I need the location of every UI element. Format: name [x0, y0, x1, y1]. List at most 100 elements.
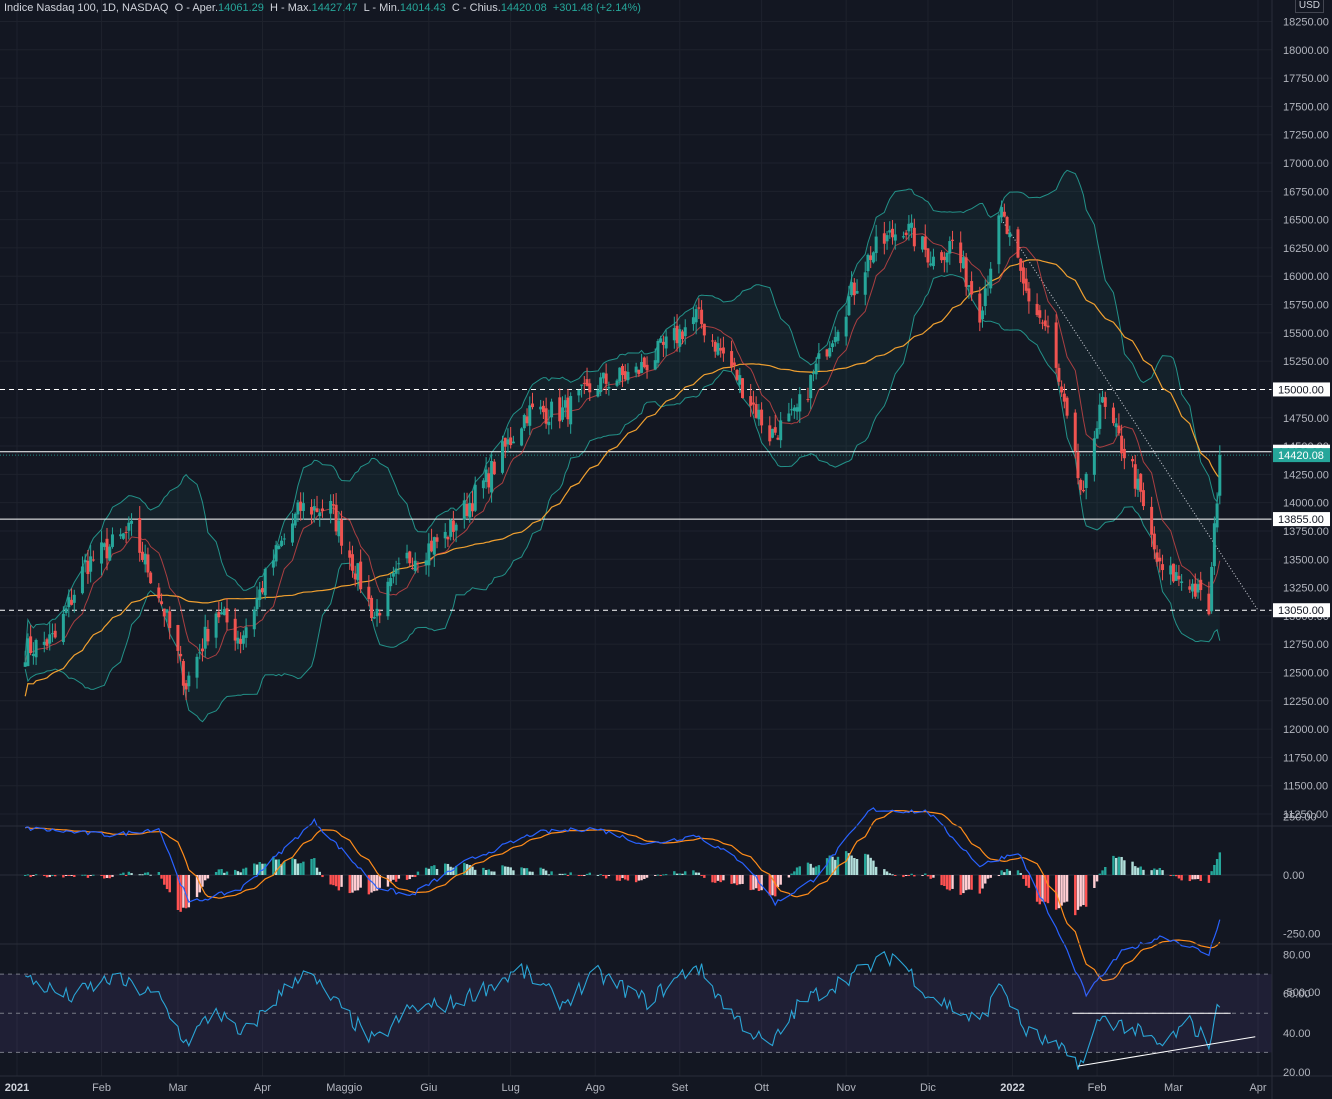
candle-body[interactable]	[735, 370, 739, 380]
candle-body[interactable]	[108, 546, 112, 561]
candle-body[interactable]	[656, 340, 660, 363]
candle-body[interactable]	[416, 563, 420, 565]
candle-body[interactable]	[1177, 575, 1181, 580]
candle-body[interactable]	[1027, 288, 1031, 302]
candle-body[interactable]	[277, 545, 281, 549]
candle-body[interactable]	[732, 362, 736, 366]
candle-body[interactable]	[179, 653, 183, 657]
candle-body[interactable]	[184, 683, 188, 690]
candle-body[interactable]	[1076, 452, 1080, 479]
candle-body[interactable]	[675, 325, 679, 344]
candle-body[interactable]	[356, 563, 360, 580]
candle-body[interactable]	[847, 296, 851, 316]
candle-body[interactable]	[642, 357, 646, 368]
candle-body[interactable]	[588, 383, 592, 393]
candle-body[interactable]	[124, 532, 128, 534]
candle-body[interactable]	[694, 309, 698, 323]
candle-body[interactable]	[484, 469, 488, 483]
candle-body[interactable]	[61, 613, 65, 643]
candle-body[interactable]	[539, 406, 543, 410]
candle-body[interactable]	[811, 372, 815, 374]
candle-body[interactable]	[560, 407, 564, 420]
candle-body[interactable]	[462, 500, 466, 520]
candle-body[interactable]	[127, 522, 131, 531]
candle-body[interactable]	[1095, 428, 1099, 439]
candle-body[interactable]	[1114, 423, 1118, 428]
candle-body[interactable]	[50, 633, 54, 635]
candle-body[interactable]	[470, 503, 474, 512]
candle-body[interactable]	[741, 378, 745, 399]
candle-body[interactable]	[1136, 478, 1140, 490]
candle-body[interactable]	[168, 611, 172, 629]
candle-body[interactable]	[901, 236, 905, 238]
candle-body[interactable]	[790, 409, 794, 411]
candle-body[interactable]	[989, 268, 993, 289]
candle-body[interactable]	[1199, 579, 1203, 591]
candle-body[interactable]	[130, 520, 134, 524]
candle-body[interactable]	[165, 609, 169, 613]
candle-body[interactable]	[1005, 217, 1009, 234]
candle-body[interactable]	[1180, 581, 1184, 583]
candle-body[interactable]	[1043, 320, 1047, 327]
candle-body[interactable]	[252, 609, 256, 630]
candle-body[interactable]	[771, 428, 775, 438]
candle-body[interactable]	[282, 538, 286, 540]
candle-body[interactable]	[274, 545, 278, 562]
candle-body[interactable]	[544, 408, 548, 424]
candle-body[interactable]	[1073, 412, 1077, 452]
candle-body[interactable]	[315, 508, 319, 513]
candle-body[interactable]	[80, 566, 84, 594]
candle-body[interactable]	[931, 256, 935, 267]
candle-body[interactable]	[850, 282, 854, 296]
candle-body[interactable]	[449, 519, 453, 537]
candle-body[interactable]	[225, 608, 229, 623]
candle-body[interactable]	[882, 233, 886, 244]
candle-body[interactable]	[691, 317, 695, 325]
candle-body[interactable]	[721, 347, 725, 354]
candle-body[interactable]	[337, 520, 341, 537]
candle-body[interactable]	[413, 560, 417, 571]
candle-body[interactable]	[1117, 425, 1121, 434]
candle-body[interactable]	[959, 242, 963, 264]
candle-body[interactable]	[89, 556, 93, 572]
candle-body[interactable]	[1041, 322, 1045, 324]
candle-body[interactable]	[787, 413, 791, 422]
candle-body[interactable]	[970, 281, 974, 295]
candle-body[interactable]	[217, 611, 221, 618]
candle-body[interactable]	[500, 441, 504, 473]
candle-body[interactable]	[738, 375, 742, 385]
candle-body[interactable]	[162, 608, 166, 617]
candle-body[interactable]	[310, 507, 314, 515]
candle-body[interactable]	[760, 409, 764, 426]
candle-body[interactable]	[1152, 533, 1156, 550]
candle-body[interactable]	[798, 394, 802, 412]
candle-body[interactable]	[340, 519, 344, 546]
candle-body[interactable]	[34, 640, 38, 658]
candle-body[interactable]	[776, 437, 780, 440]
candle-body[interactable]	[942, 256, 946, 261]
candle-body[interactable]	[885, 235, 889, 242]
candle-body[interactable]	[45, 639, 49, 646]
candle-body[interactable]	[1081, 489, 1085, 492]
candle-body[interactable]	[53, 630, 57, 638]
candle-body[interactable]	[299, 501, 303, 511]
candle-body[interactable]	[547, 421, 551, 426]
candle-body[interactable]	[220, 612, 224, 615]
candle-body[interactable]	[615, 380, 619, 386]
candle-body[interactable]	[1098, 404, 1102, 429]
candle-body[interactable]	[754, 404, 758, 418]
candle-body[interactable]	[506, 439, 510, 445]
candle-body[interactable]	[997, 215, 1001, 265]
candle-body[interactable]	[1210, 566, 1214, 612]
candle-body[interactable]	[1169, 565, 1173, 575]
candle-body[interactable]	[503, 437, 507, 447]
candle-body[interactable]	[1079, 479, 1083, 490]
candle-body[interactable]	[634, 366, 638, 373]
candle-body[interactable]	[432, 537, 436, 555]
candle-body[interactable]	[678, 329, 682, 347]
candle-body[interactable]	[1120, 435, 1124, 454]
candle-body[interactable]	[367, 586, 371, 600]
candle-body[interactable]	[893, 234, 897, 241]
candle-body[interactable]	[525, 416, 529, 424]
candle-body[interactable]	[1171, 563, 1175, 582]
